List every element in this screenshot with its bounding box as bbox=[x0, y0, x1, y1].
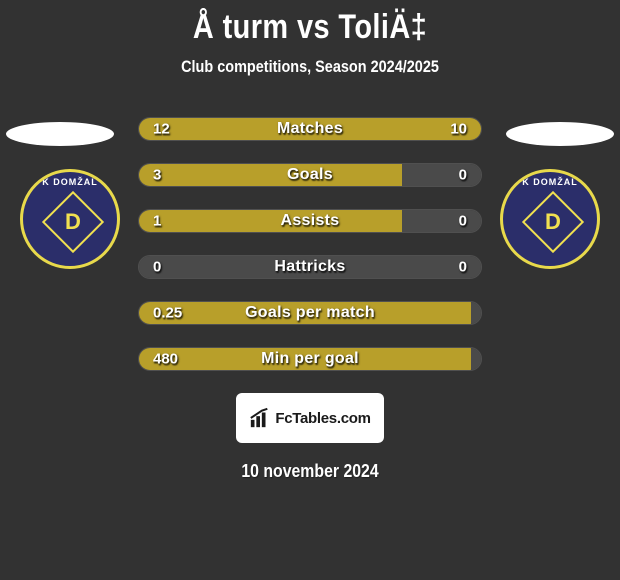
team-badge-right: K DOMŽAL D bbox=[500, 169, 600, 269]
stat-label: Min per goal bbox=[261, 350, 359, 368]
main-area: K DOMŽAL D K DOMŽAL D Matches1210Goals30… bbox=[0, 117, 620, 482]
date-label: 10 november 2024 bbox=[37, 461, 583, 482]
stat-value-left: 3 bbox=[153, 167, 161, 184]
stat-label: Goals per match bbox=[245, 304, 375, 322]
badge-circle: K DOMŽAL D bbox=[20, 169, 120, 269]
bar-right-segment bbox=[402, 164, 481, 186]
stat-label: Matches bbox=[277, 120, 343, 138]
stat-row: Matches 12 10 bbox=[138, 117, 482, 141]
badge-letter: D bbox=[65, 209, 81, 235]
bar-left-segment bbox=[139, 118, 402, 140]
badge-circle: K DOMŽAL D bbox=[500, 169, 600, 269]
stat-row: Goals per match 0.25 bbox=[138, 301, 482, 325]
chart-icon bbox=[249, 407, 271, 429]
badge-diamond: D bbox=[522, 191, 584, 253]
stat-value-left: 480 bbox=[153, 351, 178, 368]
comparison-card: Å turm vs ToliÄ‡ Club competitions, Seas… bbox=[0, 0, 620, 482]
stat-value-left: 0.25 bbox=[153, 305, 182, 322]
stat-value-right: 0 bbox=[459, 213, 467, 230]
badge-diamond: D bbox=[42, 191, 104, 253]
stat-row: Assists 1 0 bbox=[138, 209, 482, 233]
spotlight-left bbox=[6, 122, 114, 146]
team-badge-left: K DOMŽAL D bbox=[20, 169, 120, 269]
stat-value-left: 1 bbox=[153, 213, 161, 230]
bar-left-segment bbox=[139, 164, 402, 186]
stat-value-left: 0 bbox=[153, 259, 161, 276]
bar-right-segment bbox=[402, 210, 481, 232]
bar-right-segment bbox=[471, 348, 481, 370]
stat-value-left: 12 bbox=[153, 121, 170, 138]
stat-row: Min per goal 480 bbox=[138, 347, 482, 371]
stat-value-right: 10 bbox=[450, 121, 467, 138]
page-title: Å turm vs ToliÄ‡ bbox=[47, 8, 574, 47]
subtitle: Club competitions, Season 2024/2025 bbox=[47, 57, 574, 77]
stat-value-right: 0 bbox=[459, 167, 467, 184]
stat-value-right: 0 bbox=[459, 259, 467, 276]
spotlight-right bbox=[506, 122, 614, 146]
badge-arc-text: K DOMŽAL bbox=[503, 177, 597, 187]
stat-row: Hattricks 0 0 bbox=[138, 255, 482, 279]
stat-label: Assists bbox=[280, 212, 339, 230]
bar-left-segment bbox=[139, 210, 402, 232]
bar-right-segment bbox=[402, 118, 481, 140]
logo-text: FcTables.com bbox=[275, 410, 370, 427]
badge-letter: D bbox=[545, 209, 561, 235]
badge-arc-text: K DOMŽAL bbox=[23, 177, 117, 187]
stat-label: Hattricks bbox=[274, 258, 345, 276]
source-logo[interactable]: FcTables.com bbox=[236, 393, 384, 443]
stat-label: Goals bbox=[287, 166, 333, 184]
bar-right-segment bbox=[471, 302, 481, 324]
stat-bars: Matches1210Goals30Assists10Hattricks00Go… bbox=[138, 117, 482, 371]
stat-row: Goals 3 0 bbox=[138, 163, 482, 187]
